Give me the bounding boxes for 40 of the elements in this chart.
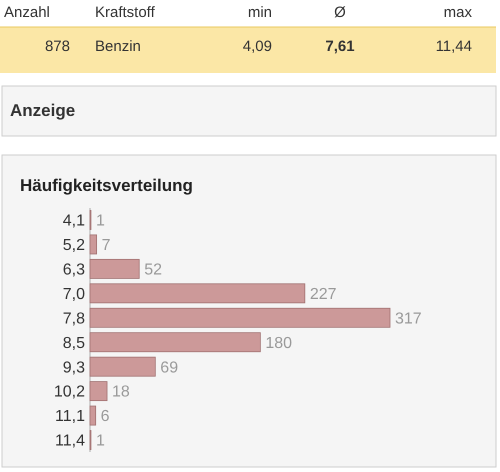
text: min (248, 4, 272, 21)
data-label: 69 (160, 359, 178, 376)
data-label: 52 (144, 261, 162, 278)
bar (90, 283, 306, 304)
data-label: 1 (96, 432, 105, 450)
y-tick-label: 11,1 (55, 408, 86, 426)
text: Ø (334, 4, 346, 21)
y-tick-label: 5,2 (62, 237, 86, 254)
bar (90, 406, 96, 426)
y-tick-label: 4,1 (62, 212, 86, 230)
text: Benzin (95, 38, 141, 55)
data-label: 1 (96, 212, 105, 230)
y-tick-label: 9,3 (62, 359, 86, 376)
text: 11,44 (436, 38, 472, 55)
data-label: 6 (100, 408, 110, 426)
bar (90, 332, 261, 352)
bar (90, 381, 108, 402)
bar (90, 308, 390, 328)
y-tick-label: 8,5 (62, 334, 86, 352)
bar (90, 356, 156, 377)
text: Anzahl (4, 4, 50, 21)
y-tick-label: 7,8 (62, 310, 86, 328)
text: 878 (44, 38, 70, 55)
text: max (444, 4, 472, 21)
chart-title: Häufigkeitsverteilung (20, 176, 193, 195)
text: Anzeige (10, 101, 76, 120)
y-tick-label: 10,2 (54, 384, 86, 401)
data-label: 180 (265, 334, 292, 352)
y-tick-label: 7,0 (62, 286, 86, 303)
y-tick-label: 6,3 (62, 261, 86, 278)
data-label: 18 (112, 384, 130, 401)
bar (90, 234, 98, 254)
data-label: 7 (102, 237, 111, 254)
text: Kraftstoff (95, 4, 156, 21)
bar (90, 258, 140, 279)
data-label: 227 (310, 286, 337, 303)
y-tick-label: 11,4 (55, 432, 86, 450)
data-label: 317 (395, 310, 422, 328)
text: 4,09 (242, 38, 272, 55)
text: 7,61 (325, 38, 355, 55)
